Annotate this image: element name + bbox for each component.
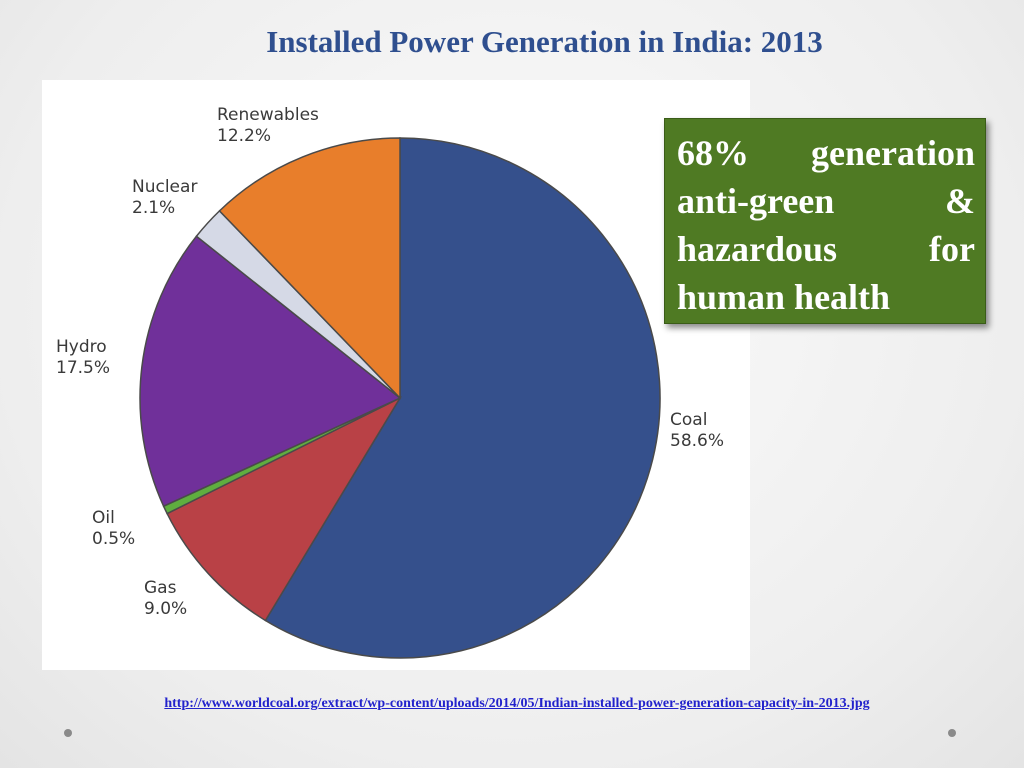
decorative-dot-right: [948, 729, 956, 737]
pie-slice-coal: [264, 137, 661, 659]
slice-label-coal: Coal 58.6%: [670, 410, 724, 451]
pie-chart: Coal 58.6% Gas 9.0% Oil 0.5% Hydro 17.5% Nuclear…: [42, 80, 750, 670]
slice-label-renewables: Renewables 12.2%: [217, 105, 319, 146]
slice-label-nuclear: Nuclear 2.1%: [132, 177, 197, 218]
slide-title: Installed Power Generation in India: 201…: [266, 24, 823, 59]
slice-label-name: Coal: [670, 410, 707, 430]
slice-label-value: 9.0%: [144, 599, 187, 619]
source-link[interactable]: http://www.worldcoal.org/extract/wp-cont…: [164, 696, 870, 711]
pie-slices: [139, 137, 661, 659]
callout-box: 68% generation anti-green & hazardous fo…: [664, 118, 986, 324]
slice-label-hydro: Hydro 17.5%: [56, 337, 110, 378]
slice-label-name: Oil: [92, 508, 115, 528]
slice-label-value: 58.6%: [670, 431, 724, 451]
slice-label-value: 12.2%: [217, 126, 271, 146]
pie-slice-gas: [166, 396, 402, 622]
slice-label-name: Hydro: [56, 337, 107, 357]
decorative-dot-left: [64, 729, 72, 737]
slice-label-name: Gas: [144, 578, 177, 598]
pie-slice-hydro: [139, 235, 402, 508]
slice-label-oil: Oil 0.5%: [92, 508, 135, 549]
slice-label-gas: Gas 9.0%: [144, 578, 187, 619]
slice-label-value: 17.5%: [56, 358, 110, 378]
slice-label-value: 2.1%: [132, 198, 175, 218]
slice-label-value: 0.5%: [92, 529, 135, 549]
slice-label-name: Renewables: [217, 105, 319, 125]
pie-labels: Coal 58.6%Gas 9.0%Oil 0.5%Hydro 17.5%Nuclear…: [56, 105, 724, 619]
slice-label-name: Nuclear: [132, 177, 197, 197]
pie-chart-svg: Coal 58.6%Gas 9.0%Oil 0.5%Hydro 17.5%Nuclear…: [56, 105, 724, 659]
pie-slice-renewables: [218, 137, 401, 400]
